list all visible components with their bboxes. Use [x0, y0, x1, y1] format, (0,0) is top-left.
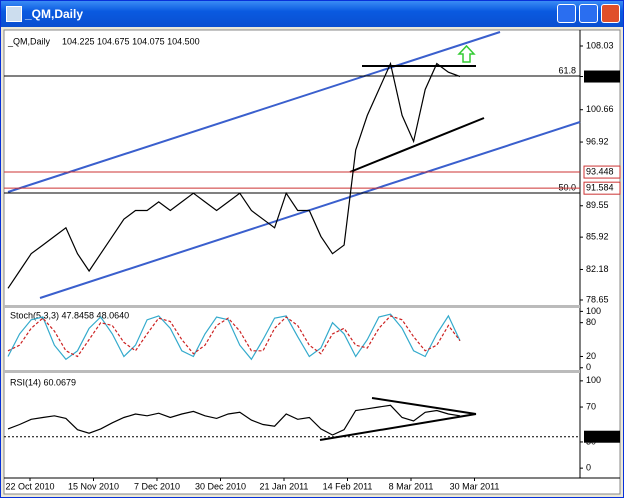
y-tick-label: 20	[586, 351, 596, 361]
y-tick-label: 0	[586, 463, 591, 473]
x-tick-label: 8 Mar 2011	[389, 481, 434, 491]
x-tick-label: 30 Dec 2010	[195, 481, 246, 491]
y-tick-label: 0	[586, 362, 591, 372]
series-line	[7, 315, 461, 358]
y-tick-label: 100	[586, 306, 601, 316]
ohlc-text: 104.225 104.675 104.075 104.500	[62, 36, 200, 46]
y-tick-label: 82.18	[586, 264, 609, 274]
fib-label: 50.0	[558, 182, 576, 192]
price-box	[584, 70, 620, 83]
title-bar: _QM,Daily	[1, 1, 623, 27]
stoch-title: Stoch(5,3,3) 47.8458 48.0640	[10, 310, 129, 320]
y-tick-label: 104.500	[586, 71, 619, 81]
y-tick-label: 80	[586, 317, 596, 327]
price-box	[583, 181, 621, 195]
chart-title: _QM,Daily	[7, 36, 51, 46]
x-tick-label: 30 Mar 2011	[450, 481, 500, 491]
level-box	[584, 430, 620, 443]
y-tick-label: 96.92	[586, 136, 609, 146]
y-tick-label: 78.65	[586, 294, 609, 304]
x-tick-label: 21 Jan 2011	[260, 481, 309, 491]
price-label: 91.584	[586, 183, 614, 193]
y-tick-label: 70	[586, 401, 596, 411]
maximize-button[interactable]	[579, 4, 598, 23]
arrow-icon	[457, 44, 476, 63]
y-tick-label: 100	[586, 375, 601, 385]
y-tick-label: 100.66	[586, 104, 614, 114]
series-line	[7, 313, 461, 361]
x-tick-label: 14 Feb 2011	[323, 481, 373, 491]
minimize-button[interactable]	[557, 4, 576, 23]
icon	[6, 6, 22, 22]
chart-area	[3, 29, 621, 495]
trend-line	[319, 413, 477, 441]
fib-label: 61.8	[558, 65, 576, 75]
window-title: _QM,Daily	[25, 7, 84, 21]
series-line	[7, 404, 461, 436]
x-tick-label: 7 Dec 2010	[134, 481, 180, 491]
y-tick-label: 108.03	[586, 40, 614, 50]
y-tick-label: 85.92	[586, 232, 609, 242]
price-label: 93.448	[586, 166, 614, 176]
trendlines	[7, 31, 581, 441]
trend-line	[371, 397, 477, 415]
x-tick-label: 22 Oct 2010	[5, 481, 54, 491]
level-label: 36.000	[586, 431, 614, 441]
channel-line	[7, 31, 501, 193]
series-line	[7, 61, 461, 289]
y-tick-label: 89.55	[586, 200, 609, 210]
x-tick-label: 15 Nov 2010	[68, 481, 119, 491]
separator	[4, 305, 580, 308]
price-box	[583, 165, 621, 179]
channel-line	[39, 121, 581, 299]
close-button[interactable]	[601, 4, 620, 23]
trend-line	[349, 117, 485, 173]
rsi-title: RSI(14) 60.0679	[10, 377, 76, 387]
separator	[4, 370, 580, 373]
